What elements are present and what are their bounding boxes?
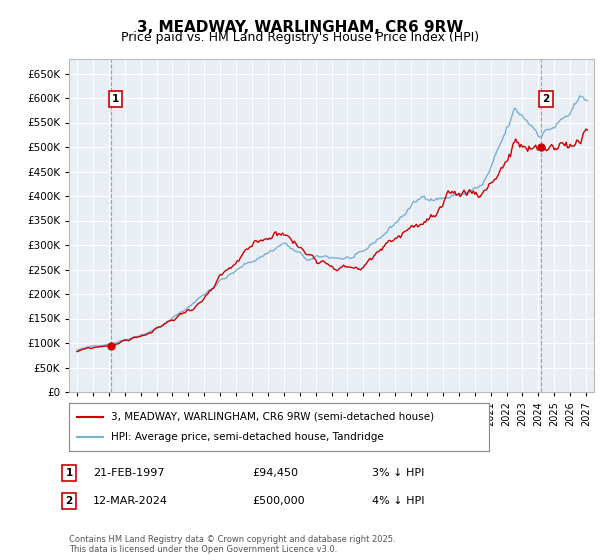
Text: 1: 1 (112, 94, 119, 104)
Text: 21-FEB-1997: 21-FEB-1997 (93, 468, 164, 478)
Text: £500,000: £500,000 (252, 496, 305, 506)
Text: £94,450: £94,450 (252, 468, 298, 478)
Text: Price paid vs. HM Land Registry's House Price Index (HPI): Price paid vs. HM Land Registry's House … (121, 31, 479, 44)
Text: HPI: Average price, semi-detached house, Tandridge: HPI: Average price, semi-detached house,… (111, 432, 384, 442)
Text: 2: 2 (65, 496, 73, 506)
Text: 4% ↓ HPI: 4% ↓ HPI (372, 496, 425, 506)
Text: 12-MAR-2024: 12-MAR-2024 (93, 496, 168, 506)
Text: Contains HM Land Registry data © Crown copyright and database right 2025.
This d: Contains HM Land Registry data © Crown c… (69, 535, 395, 554)
Text: 3, MEADWAY, WARLINGHAM, CR6 9RW: 3, MEADWAY, WARLINGHAM, CR6 9RW (137, 20, 463, 35)
Text: 3, MEADWAY, WARLINGHAM, CR6 9RW (semi-detached house): 3, MEADWAY, WARLINGHAM, CR6 9RW (semi-de… (111, 412, 434, 422)
Text: 2: 2 (542, 94, 550, 104)
Text: 3% ↓ HPI: 3% ↓ HPI (372, 468, 424, 478)
Text: 1: 1 (65, 468, 73, 478)
